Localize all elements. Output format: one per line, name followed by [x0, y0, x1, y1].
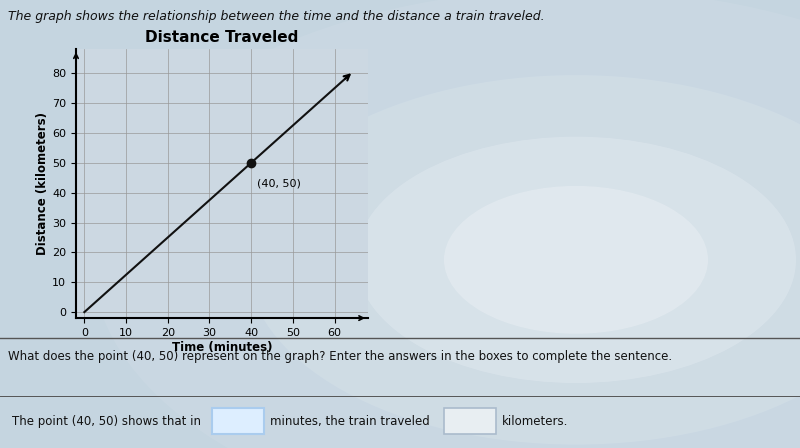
Bar [212, 408, 264, 434]
Ellipse shape [92, 0, 800, 448]
Y-axis label: Distance (kilometers): Distance (kilometers) [36, 112, 50, 255]
Bar [444, 408, 496, 434]
Text: The point (40, 50) shows that in: The point (40, 50) shows that in [12, 415, 201, 428]
Ellipse shape [356, 137, 796, 383]
Text: minutes, the train traveled: minutes, the train traveled [270, 415, 430, 428]
Ellipse shape [444, 186, 708, 334]
X-axis label: Time (minutes): Time (minutes) [172, 340, 272, 353]
Ellipse shape [246, 75, 800, 444]
Title: Distance Traveled: Distance Traveled [146, 30, 298, 45]
Text: What does the point (40, 50) represent on the graph? Enter the answers in the bo: What does the point (40, 50) represent o… [8, 350, 672, 363]
Text: kilometers.: kilometers. [502, 415, 568, 428]
Text: (40, 50): (40, 50) [258, 179, 302, 189]
Text: The graph shows the relationship between the time and the distance a train trave: The graph shows the relationship between… [8, 10, 545, 23]
